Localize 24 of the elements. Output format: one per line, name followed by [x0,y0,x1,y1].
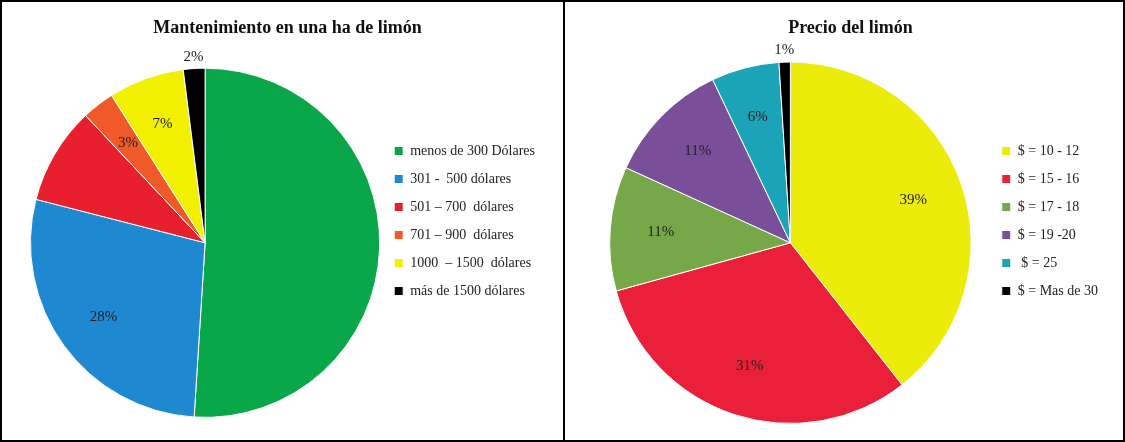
legend-label: 1000 – 1500 dólares [410,254,532,270]
legend-label: $ = 10 - 12 [1017,142,1079,158]
chart-title: Mantenimiento en una ha de limón [153,17,422,38]
chart-title: Precio del limón [787,17,913,38]
data-label: 39% [899,191,927,208]
data-label: 2% [183,47,204,64]
data-label: 6% [747,107,768,124]
data-label: 3% [118,134,139,151]
legend-label: menos de 300 Dólares [410,142,536,158]
legend-label: más de 1500 dólares [410,282,525,298]
data-label: 31% [735,357,764,374]
legend-label: $ = 17 - 18 [1017,198,1079,214]
data-label: 7% [152,115,173,132]
data-label: 11% [683,142,711,159]
legend-label: $ = Mas de 30 [1017,282,1098,298]
data-label: 28% [89,307,118,324]
legend-label: 501 – 700 dólares [410,198,514,214]
legend-label: 701 – 900 dólares [410,226,514,242]
legend-label: $ = 25 [1017,254,1057,270]
legend-label: $ = 19 -20 [1017,226,1076,242]
data-label: 1% [773,41,794,58]
legend-label: 301 - 500 dólares [410,170,512,186]
data-label: 11% [646,223,674,240]
legend-label: $ = 15 - 16 [1017,170,1079,186]
